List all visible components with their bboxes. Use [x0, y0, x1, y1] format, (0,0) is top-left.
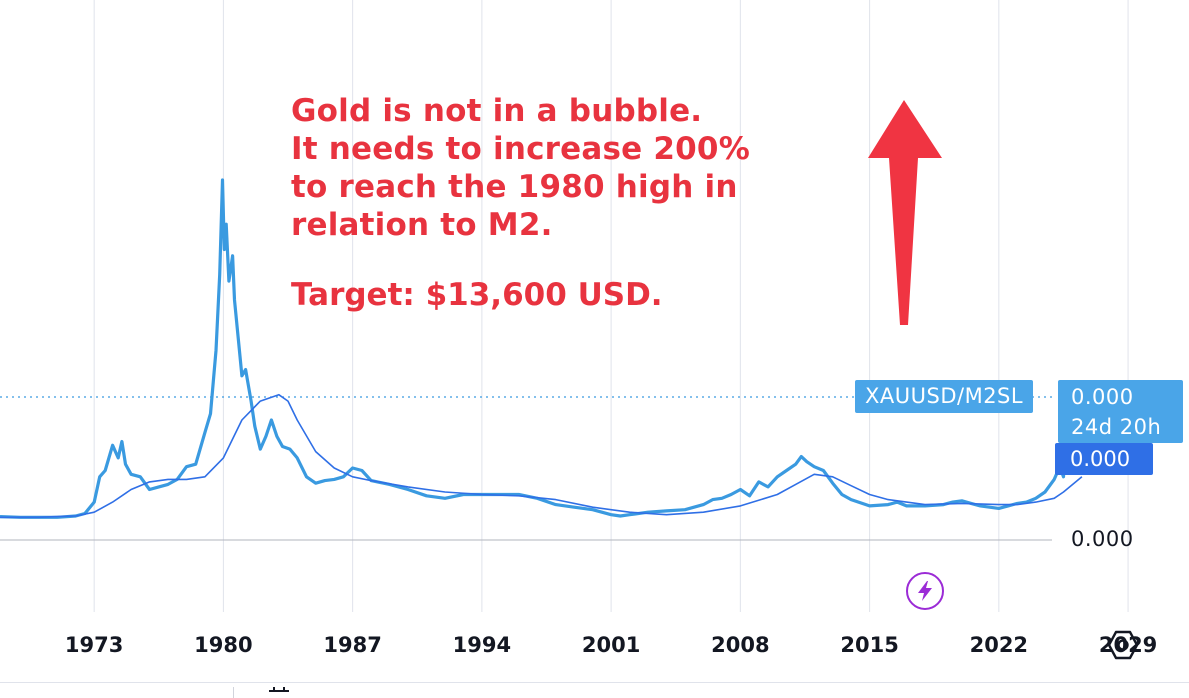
price-tag: 0.000 24d 20h [1058, 380, 1183, 443]
toolbar-separator [233, 687, 234, 698]
moving-average-line [0, 393, 1083, 519]
bottom-toolbar [0, 682, 1189, 698]
countdown: 24d 20h [1071, 415, 1162, 439]
x-tick-label: 2015 [840, 633, 898, 657]
y-axis-label: 0.000 [1071, 527, 1134, 551]
settings-icon[interactable] [1106, 628, 1140, 662]
arrow-up-icon [868, 100, 942, 325]
calendar-icon[interactable] [268, 687, 290, 698]
price-series-line [0, 178, 1071, 519]
x-tick-label: 2001 [582, 633, 640, 657]
x-tick-label: 2008 [711, 633, 769, 657]
lightning-icon[interactable] [906, 572, 944, 610]
ma-value-tag: 0.000 [1055, 443, 1153, 475]
symbol-label[interactable]: XAUUSD/M2SL [855, 380, 1034, 413]
x-tick-label: 1980 [194, 633, 252, 657]
annotation-text: Gold is not in a bubble. It needs to inc… [291, 93, 750, 243]
grid-lines [93, 0, 1129, 612]
x-axis: 1973 1980 1987 1994 2001 2008 2015 2022 2029 [65, 633, 1157, 657]
x-tick-label: 2022 [970, 633, 1028, 657]
x-tick-label: 1987 [323, 633, 381, 657]
price-value: 0.000 [1071, 385, 1134, 409]
x-tick-label: 1994 [453, 633, 511, 657]
x-tick-label: 1973 [65, 633, 123, 657]
target-text: Target: $13,600 USD. [291, 277, 663, 313]
series-layer [0, 178, 1083, 519]
